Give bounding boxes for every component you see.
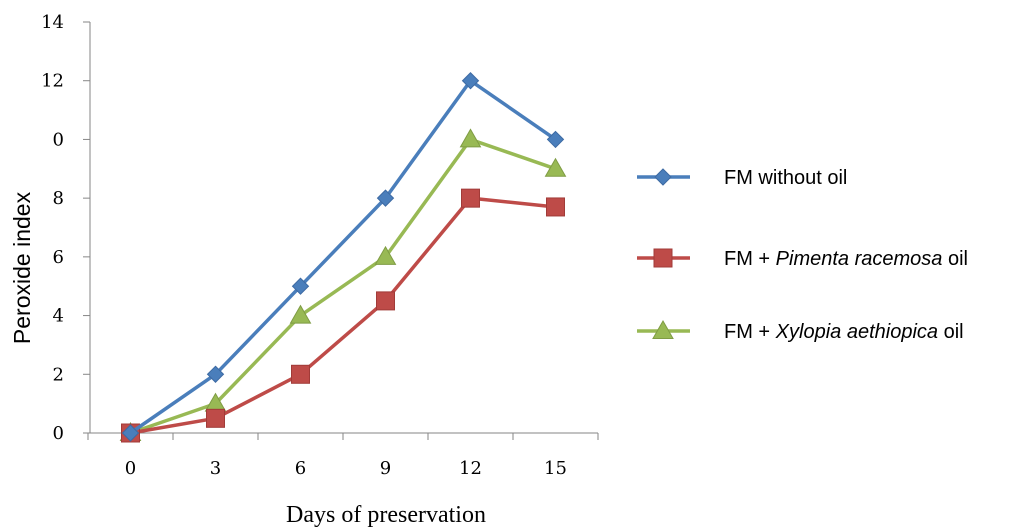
- data-point: [289, 304, 312, 324]
- x-tick-label: 3: [210, 458, 221, 479]
- series-line: [129, 78, 557, 435]
- data-point: [376, 189, 395, 207]
- x-axis-title: Days of preservation: [286, 502, 486, 528]
- data-point: [546, 130, 565, 149]
- legend-marker: [654, 168, 672, 186]
- data-point: [459, 128, 482, 148]
- legend: FM without oil FM + Pimenta racemosa oil F…: [637, 167, 968, 343]
- x-tick-label: 12: [459, 458, 482, 479]
- legend-marker: [653, 248, 673, 268]
- legend-entry-3: FM + Xylopia aethiopica oil: [637, 319, 964, 343]
- data-point: [376, 291, 395, 311]
- y-tick-label: 14: [41, 12, 64, 33]
- y-axis-title: Peroxide index: [9, 191, 35, 344]
- series-2: [121, 188, 565, 443]
- series-1: [121, 72, 565, 442]
- legend-entry-2: FM + Pimenta racemosa oil: [637, 248, 968, 270]
- series-line: [129, 137, 557, 435]
- data-point: [461, 72, 480, 90]
- data-point: [546, 197, 565, 217]
- x-tick-label: 9: [380, 458, 391, 479]
- legend-entry-1: FM without oil: [637, 167, 847, 189]
- y-tick-label: 6: [53, 247, 64, 268]
- legend-label: FM + Xylopia aethiopica oil: [724, 321, 964, 343]
- data-point: [206, 408, 225, 428]
- series-line: [130, 196, 556, 435]
- y-tick-label: 2: [53, 364, 64, 385]
- x-tick-label: 6: [295, 458, 306, 479]
- data-point: [461, 188, 480, 208]
- data-point: [291, 364, 310, 384]
- data-point: [121, 424, 140, 442]
- y-tick-label: 0: [53, 423, 64, 444]
- axes: 0 2 4 6 8 0 12 14 0 3 6 9 12 15: [41, 12, 599, 479]
- y-tick-label: 8: [53, 188, 64, 209]
- data-point: [206, 365, 225, 383]
- data-point: [291, 277, 310, 295]
- x-tick-label: 0: [125, 458, 136, 479]
- data-point: [374, 245, 397, 265]
- legend-marker: [652, 319, 674, 339]
- y-tick-label: 12: [41, 71, 64, 92]
- y-tick-label: 4: [53, 306, 64, 327]
- legend-label: FM + Pimenta racemosa oil: [724, 248, 968, 270]
- legend-label: FM without oil: [724, 167, 847, 189]
- data-point: [544, 157, 567, 177]
- y-tick-label: 0: [53, 129, 64, 150]
- series-layer: [119, 72, 567, 443]
- x-tick-label: 15: [544, 458, 567, 479]
